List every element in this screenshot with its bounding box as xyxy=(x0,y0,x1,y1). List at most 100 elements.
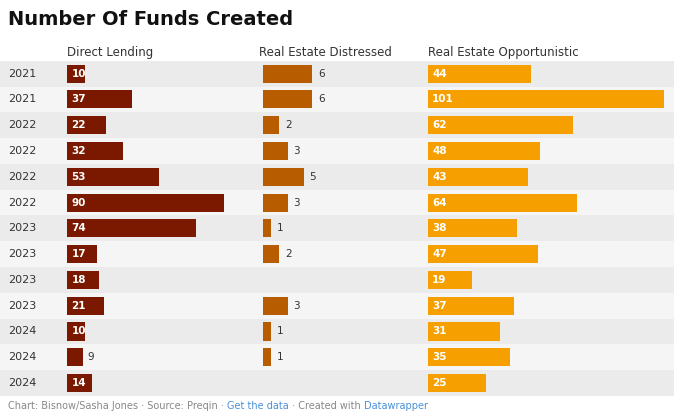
Text: 38: 38 xyxy=(432,223,447,233)
Text: 6: 6 xyxy=(318,69,324,79)
Text: 3: 3 xyxy=(293,198,300,207)
Bar xyxy=(428,142,540,160)
Text: 2: 2 xyxy=(284,120,291,130)
Text: Real Estate Distressed: Real Estate Distressed xyxy=(259,46,392,59)
Bar xyxy=(428,65,530,83)
Bar xyxy=(67,91,131,109)
Bar xyxy=(67,297,104,315)
Text: · Created with: · Created with xyxy=(289,401,364,411)
Text: 47: 47 xyxy=(432,249,447,259)
Text: 1: 1 xyxy=(276,326,283,336)
Text: 2023: 2023 xyxy=(8,223,36,233)
Bar xyxy=(263,323,271,341)
Bar xyxy=(0,87,674,112)
Text: Get the data: Get the data xyxy=(227,401,289,411)
Text: 35: 35 xyxy=(432,352,447,362)
Bar xyxy=(67,245,97,263)
Bar xyxy=(263,168,304,186)
Bar xyxy=(67,116,106,134)
Text: 1: 1 xyxy=(276,223,283,233)
Text: 2: 2 xyxy=(284,249,291,259)
Text: 2022: 2022 xyxy=(8,198,36,207)
Bar xyxy=(67,65,85,83)
Bar xyxy=(0,112,674,138)
Text: 10: 10 xyxy=(71,69,86,79)
Bar xyxy=(263,194,288,212)
Text: 17: 17 xyxy=(71,249,86,259)
Text: 1: 1 xyxy=(276,352,283,362)
Text: Chart: Bisnow/Sasha Jones · Source: Preqin ·: Chart: Bisnow/Sasha Jones · Source: Preq… xyxy=(8,401,227,411)
Bar xyxy=(263,142,288,160)
Bar xyxy=(263,348,271,366)
Text: 48: 48 xyxy=(432,146,447,156)
Bar xyxy=(263,245,279,263)
Text: 44: 44 xyxy=(432,69,447,79)
Bar xyxy=(0,344,674,370)
Text: 14: 14 xyxy=(71,378,86,388)
Text: 74: 74 xyxy=(71,223,86,233)
Text: 6: 6 xyxy=(318,94,324,104)
Bar xyxy=(428,194,578,212)
Bar xyxy=(263,116,279,134)
Bar xyxy=(428,219,517,238)
Text: Datawrapper: Datawrapper xyxy=(364,401,428,411)
Text: 32: 32 xyxy=(71,146,86,156)
Bar xyxy=(67,374,92,392)
Text: 5: 5 xyxy=(309,172,316,182)
Bar xyxy=(0,138,674,164)
Bar xyxy=(263,91,313,109)
Text: Direct Lending: Direct Lending xyxy=(67,46,154,59)
Text: 2022: 2022 xyxy=(8,146,36,156)
Bar xyxy=(0,370,674,396)
Bar xyxy=(67,323,85,341)
Text: 2024: 2024 xyxy=(8,326,36,336)
Text: 2021: 2021 xyxy=(8,69,36,79)
Bar xyxy=(428,323,500,341)
Bar xyxy=(67,168,159,186)
Bar xyxy=(67,348,83,366)
Bar xyxy=(0,241,674,267)
Bar xyxy=(0,164,674,190)
Text: 37: 37 xyxy=(71,94,86,104)
Text: 18: 18 xyxy=(71,275,86,285)
Text: 2022: 2022 xyxy=(8,120,36,130)
Text: 53: 53 xyxy=(71,172,86,182)
Bar xyxy=(428,91,664,109)
Bar xyxy=(67,271,98,289)
Bar xyxy=(0,215,674,241)
Bar xyxy=(428,271,472,289)
Text: Number Of Funds Created: Number Of Funds Created xyxy=(8,10,293,29)
Bar xyxy=(67,219,195,238)
Bar xyxy=(428,374,487,392)
Text: 19: 19 xyxy=(432,275,446,285)
Bar xyxy=(0,190,674,215)
Text: 2023: 2023 xyxy=(8,301,36,311)
Bar xyxy=(0,293,674,318)
Text: 25: 25 xyxy=(432,378,447,388)
Text: 101: 101 xyxy=(432,94,454,104)
Text: 37: 37 xyxy=(432,301,447,311)
Text: 2024: 2024 xyxy=(8,378,36,388)
Bar xyxy=(67,142,123,160)
Text: 2024: 2024 xyxy=(8,352,36,362)
Bar xyxy=(0,61,674,87)
Text: 10: 10 xyxy=(71,326,86,336)
Bar xyxy=(0,318,674,344)
Text: 9: 9 xyxy=(87,352,94,362)
Text: 3: 3 xyxy=(293,301,300,311)
Text: 21: 21 xyxy=(71,301,86,311)
Bar xyxy=(428,297,514,315)
Text: 90: 90 xyxy=(71,198,86,207)
Text: 2022: 2022 xyxy=(8,172,36,182)
Bar xyxy=(428,116,573,134)
Bar xyxy=(428,245,538,263)
Text: 43: 43 xyxy=(432,172,447,182)
Text: 64: 64 xyxy=(432,198,447,207)
Bar xyxy=(263,219,271,238)
Text: 62: 62 xyxy=(432,120,447,130)
Bar xyxy=(263,297,288,315)
Bar xyxy=(67,194,224,212)
Text: 22: 22 xyxy=(71,120,86,130)
Text: 31: 31 xyxy=(432,326,447,336)
Text: 2021: 2021 xyxy=(8,94,36,104)
